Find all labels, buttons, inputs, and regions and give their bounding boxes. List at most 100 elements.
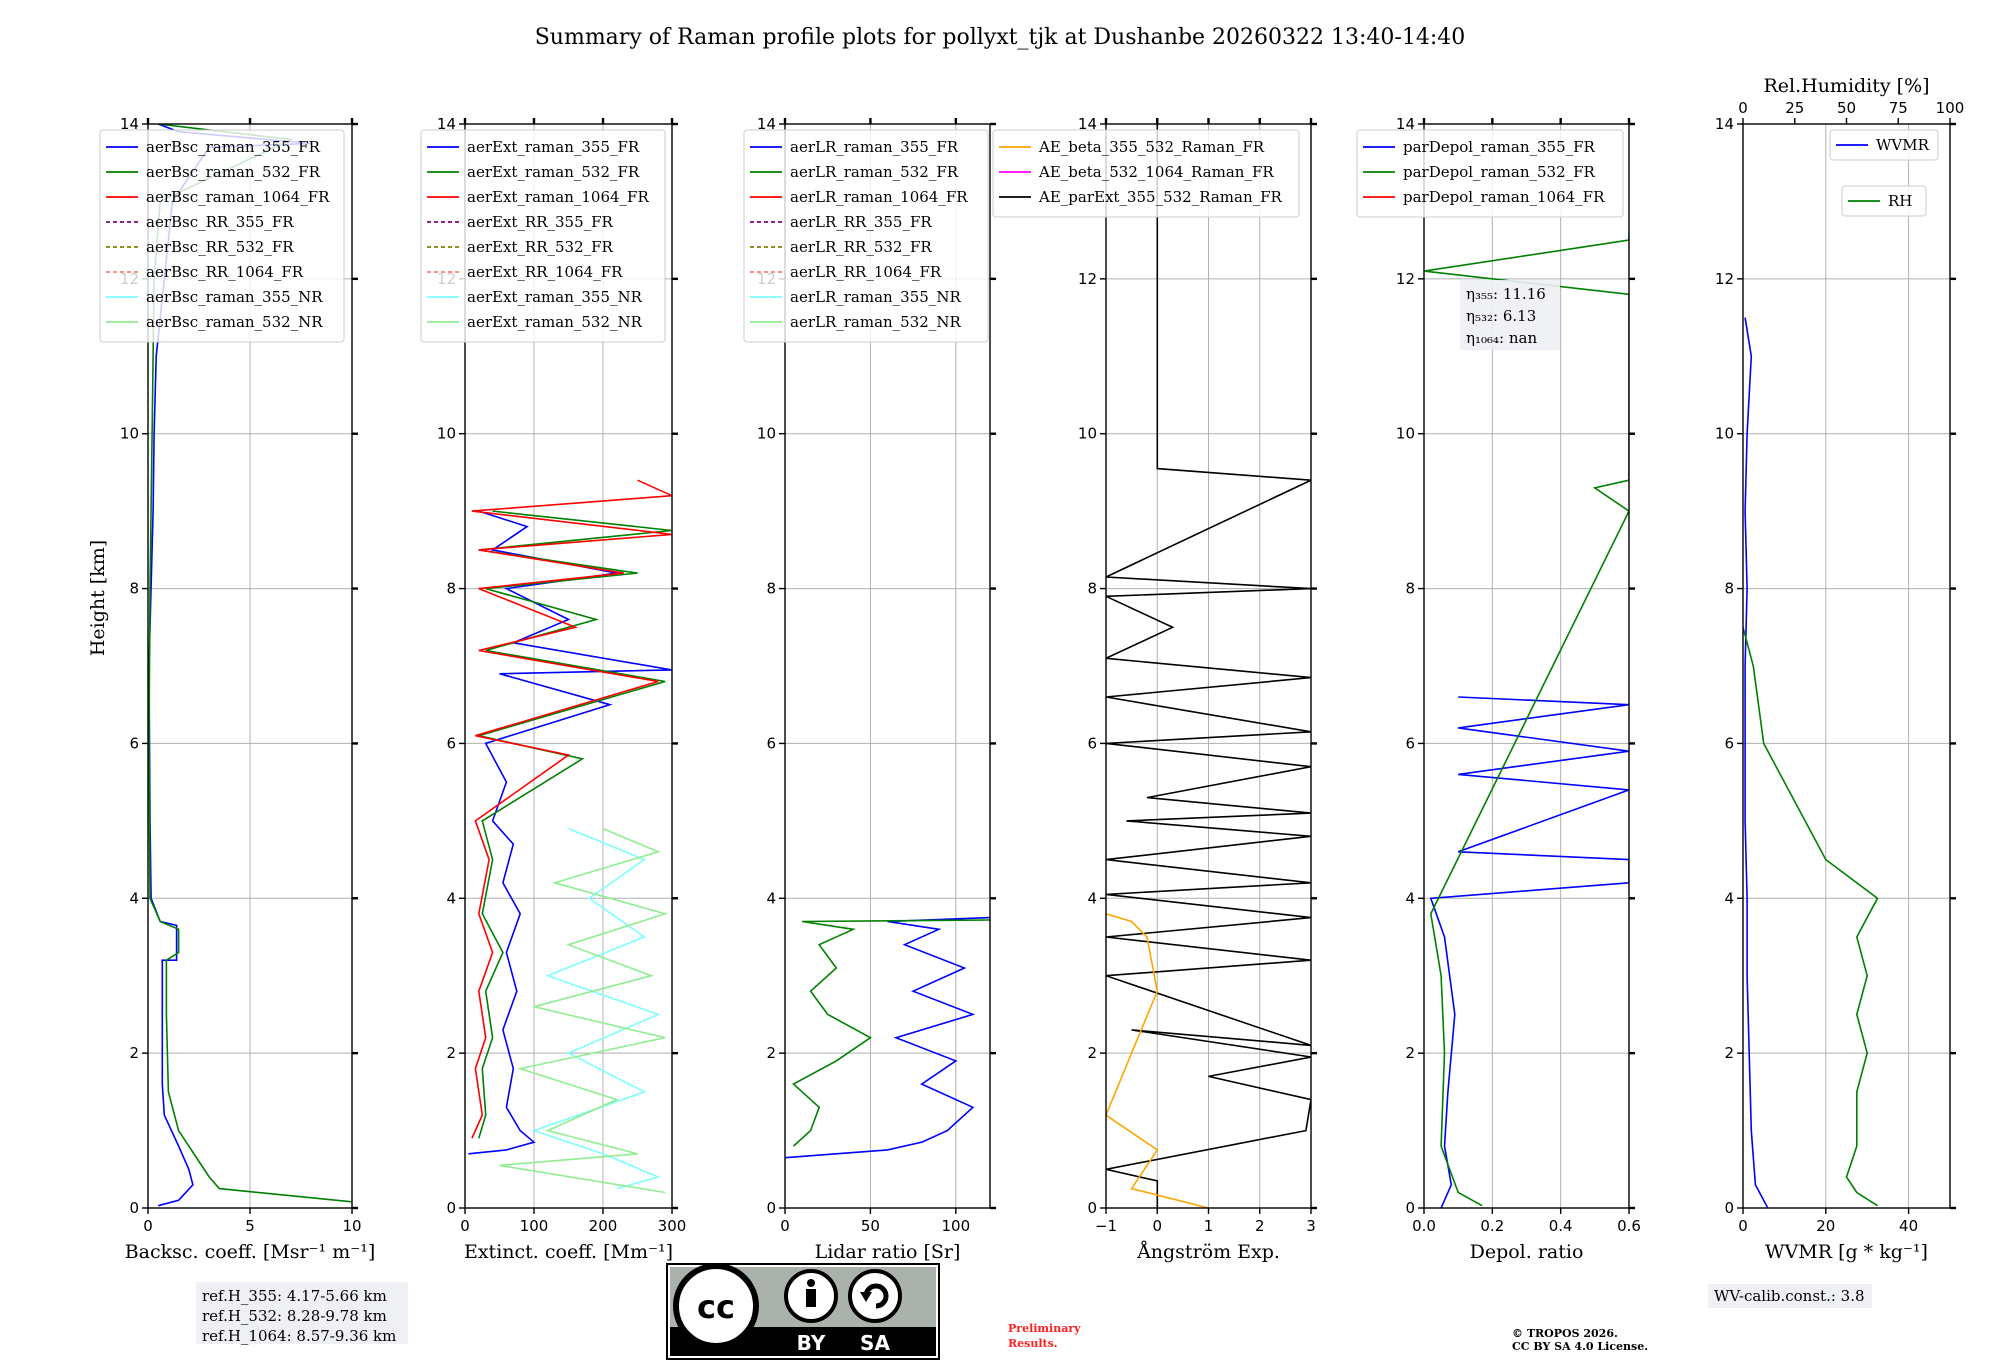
- y-tick-label: 8: [1405, 580, 1415, 598]
- axes-frame: [1742, 123, 1951, 1209]
- y-tick-label: 8: [766, 580, 776, 598]
- panels: 024681012140510Backsc. coeff. [Msr⁻¹ m⁻¹…: [99, 75, 1964, 1263]
- x-tick-label: 0.6: [1617, 1217, 1641, 1235]
- ref-height-1064: ref.H_1064: 8.57-9.36 km: [202, 1327, 396, 1345]
- reference-heights-box: ref.H_355: 4.17-5.66 km ref.H_532: 8.28-…: [196, 1282, 408, 1345]
- legend-label: aerLR_RR_532_FR: [790, 238, 932, 256]
- series-line-parDepol_raman_355_FR: [1429, 696, 1629, 1208]
- legend: aerLR_raman_355_FR aerLR_raman_532_FR aerL…: [743, 129, 989, 343]
- series-line-aerExt_raman_532_NR: [499, 827, 668, 1194]
- series-line-WVMR: [1744, 317, 1769, 1208]
- legend-label: aerBsc_RR_355_FR: [146, 213, 294, 231]
- legend-label: AE_beta_532_1064_Raman_FR: [1038, 163, 1274, 181]
- axes-frame: [464, 123, 673, 1209]
- x-top-axis-label: Rel.Humidity [%]: [1763, 75, 1929, 97]
- x-tick-label: 5: [245, 1217, 255, 1235]
- cc-license-badge: cc BY SA: [666, 1263, 940, 1360]
- x-axis-label: Backsc. coeff. [Msr⁻¹ m⁻¹]: [125, 1241, 376, 1263]
- y-tick-label: 6: [1724, 734, 1734, 752]
- legend-label: aerLR_raman_1064_FR: [790, 188, 968, 206]
- y-tick-label: 2: [129, 1044, 139, 1062]
- y-tick-label: 2: [1405, 1044, 1415, 1062]
- wv-calibration-box: WV-calib.const.: 3.8: [1708, 1284, 1872, 1308]
- legend-label: AE_parExt_355_532_Raman_FR: [1038, 188, 1283, 206]
- y-tick-label: 2: [1724, 1044, 1734, 1062]
- y-tick-label: 0: [446, 1199, 456, 1217]
- y-tick-label: 4: [1405, 889, 1415, 907]
- series-line-aerLR_raman_355_FR: [785, 916, 990, 1159]
- x-tick-label: 300: [658, 1217, 687, 1235]
- x-axis-label: Ångström Exp.: [1136, 1241, 1280, 1263]
- panel-lidar_ratio: 02468101214050100Lidar ratio [Sr]aerLR_r…: [743, 115, 996, 1263]
- x-axis-label: Lidar ratio [Sr]: [815, 1241, 961, 1263]
- x-tick-label: 0: [1152, 1217, 1162, 1235]
- legend-label: aerExt_RR_1064_FR: [467, 263, 623, 281]
- y-tick-label: 14: [757, 115, 776, 133]
- x-tick-label: 0: [143, 1217, 153, 1235]
- cc-text: cc: [697, 1288, 735, 1326]
- legend-label: aerLR_RR_1064_FR: [790, 263, 942, 281]
- y-tick-label: 10: [120, 425, 139, 443]
- y-tick-label: 2: [446, 1044, 456, 1062]
- series-line-parDepol_raman_532_FR: [1424, 232, 1629, 1207]
- x-tick-label: −1: [1095, 1217, 1117, 1235]
- x-tick-label: 3: [1306, 1217, 1316, 1235]
- y-tick-label: 0: [129, 1199, 139, 1217]
- depol-eta-box: η₃₅₅: 11.16 η₅₃₂: 6.13 η₁₀₆₄: nan: [1460, 280, 1560, 350]
- legend-label: parDepol_raman_355_FR: [1403, 138, 1596, 156]
- legend-label: aerBsc_RR_532_FR: [146, 238, 294, 256]
- depol-eta-1: η₅₃₂: 6.13: [1466, 307, 1536, 325]
- series-group: [1743, 317, 1879, 1208]
- legend-label: aerBsc_raman_355_FR: [146, 138, 321, 156]
- legend-label: aerLR_raman_355_NR: [790, 288, 961, 306]
- y-tick-label: 10: [437, 425, 456, 443]
- series-group: [1424, 232, 1629, 1208]
- legend-label: parDepol_raman_532_FR: [1403, 163, 1596, 181]
- series-line-aerExt_raman_355_FR: [468, 510, 672, 1155]
- legend-label: aerExt_raman_1064_FR: [467, 188, 649, 206]
- legend: aerExt_raman_355_FR aerExt_raman_532_FRae…: [420, 129, 666, 343]
- legend-label: aerBsc_raman_355_NR: [146, 288, 323, 306]
- y-tick-label: 0: [766, 1199, 776, 1217]
- series-line-RH: [1743, 627, 1879, 1207]
- y-tick-label: 6: [766, 734, 776, 752]
- legend-label: aerLR_raman_532_NR: [790, 313, 961, 331]
- x-axis-label: Extinct. coeff. [Mm⁻¹]: [464, 1241, 673, 1263]
- series-group: [1106, 124, 1311, 1208]
- x-tick-label: 2: [1255, 1217, 1265, 1235]
- x-tick-label: 200: [589, 1217, 618, 1235]
- wv-calibration-const: WV-calib.const.: 3.8: [1714, 1287, 1865, 1305]
- axes-frame: [784, 123, 991, 1209]
- y-tick-label: 14: [1715, 115, 1734, 133]
- x-tick-label: 0.2: [1480, 1217, 1504, 1235]
- series-line-aerExt_raman_532_FR: [478, 510, 672, 1139]
- panel-depol: 0 2 4 6 8 10 12 14 0.0 0.2 0.4 0.6 Depol. ratio parDe…: [1356, 115, 1641, 1263]
- panel-backscatter: 024681012140510Backsc. coeff. [Msr⁻¹ m⁻¹…: [99, 115, 376, 1263]
- depol-eta-0: η₃₅₅: 11.16: [1466, 285, 1546, 303]
- legend-label: aerExt_RR_532_FR: [467, 238, 614, 256]
- figure-title: Summary of Raman profile plots for polly…: [535, 25, 1466, 50]
- x-tick-label: 40: [1899, 1217, 1918, 1235]
- legend: parDepol_raman_355_FR parDepol_raman_532_…: [1356, 129, 1624, 218]
- y-tick-label: 0: [1724, 1199, 1734, 1217]
- x-top-tick-label: 100: [1936, 99, 1965, 117]
- y-tick-label: 6: [446, 734, 456, 752]
- y-tick-label: 14: [437, 115, 456, 133]
- legend-label: aerBsc_raman_1064_FR: [146, 188, 330, 206]
- depol-eta-2: η₁₀₆₄: nan: [1466, 329, 1537, 347]
- ref-height-355: ref.H_355: 4.17-5.66 km: [202, 1287, 387, 1305]
- series-group: [785, 916, 990, 1159]
- panel-extinction: 024681012140100200300Extinct. coeff. [Mm…: [420, 115, 687, 1263]
- legend-label: aerExt_raman_355_NR: [467, 288, 643, 306]
- y-tick-label: 4: [1087, 889, 1097, 907]
- x-tick-label: 1: [1204, 1217, 1214, 1235]
- legend: WVMR: [1829, 129, 1939, 161]
- series-line-AE_beta_355_532_Raman_FR: [1106, 913, 1209, 1208]
- y-tick-label: 10: [757, 425, 776, 443]
- x-tick-label: 20: [1816, 1217, 1835, 1235]
- y-tick-label: 8: [129, 580, 139, 598]
- y-tick-label: 0: [1087, 1199, 1097, 1217]
